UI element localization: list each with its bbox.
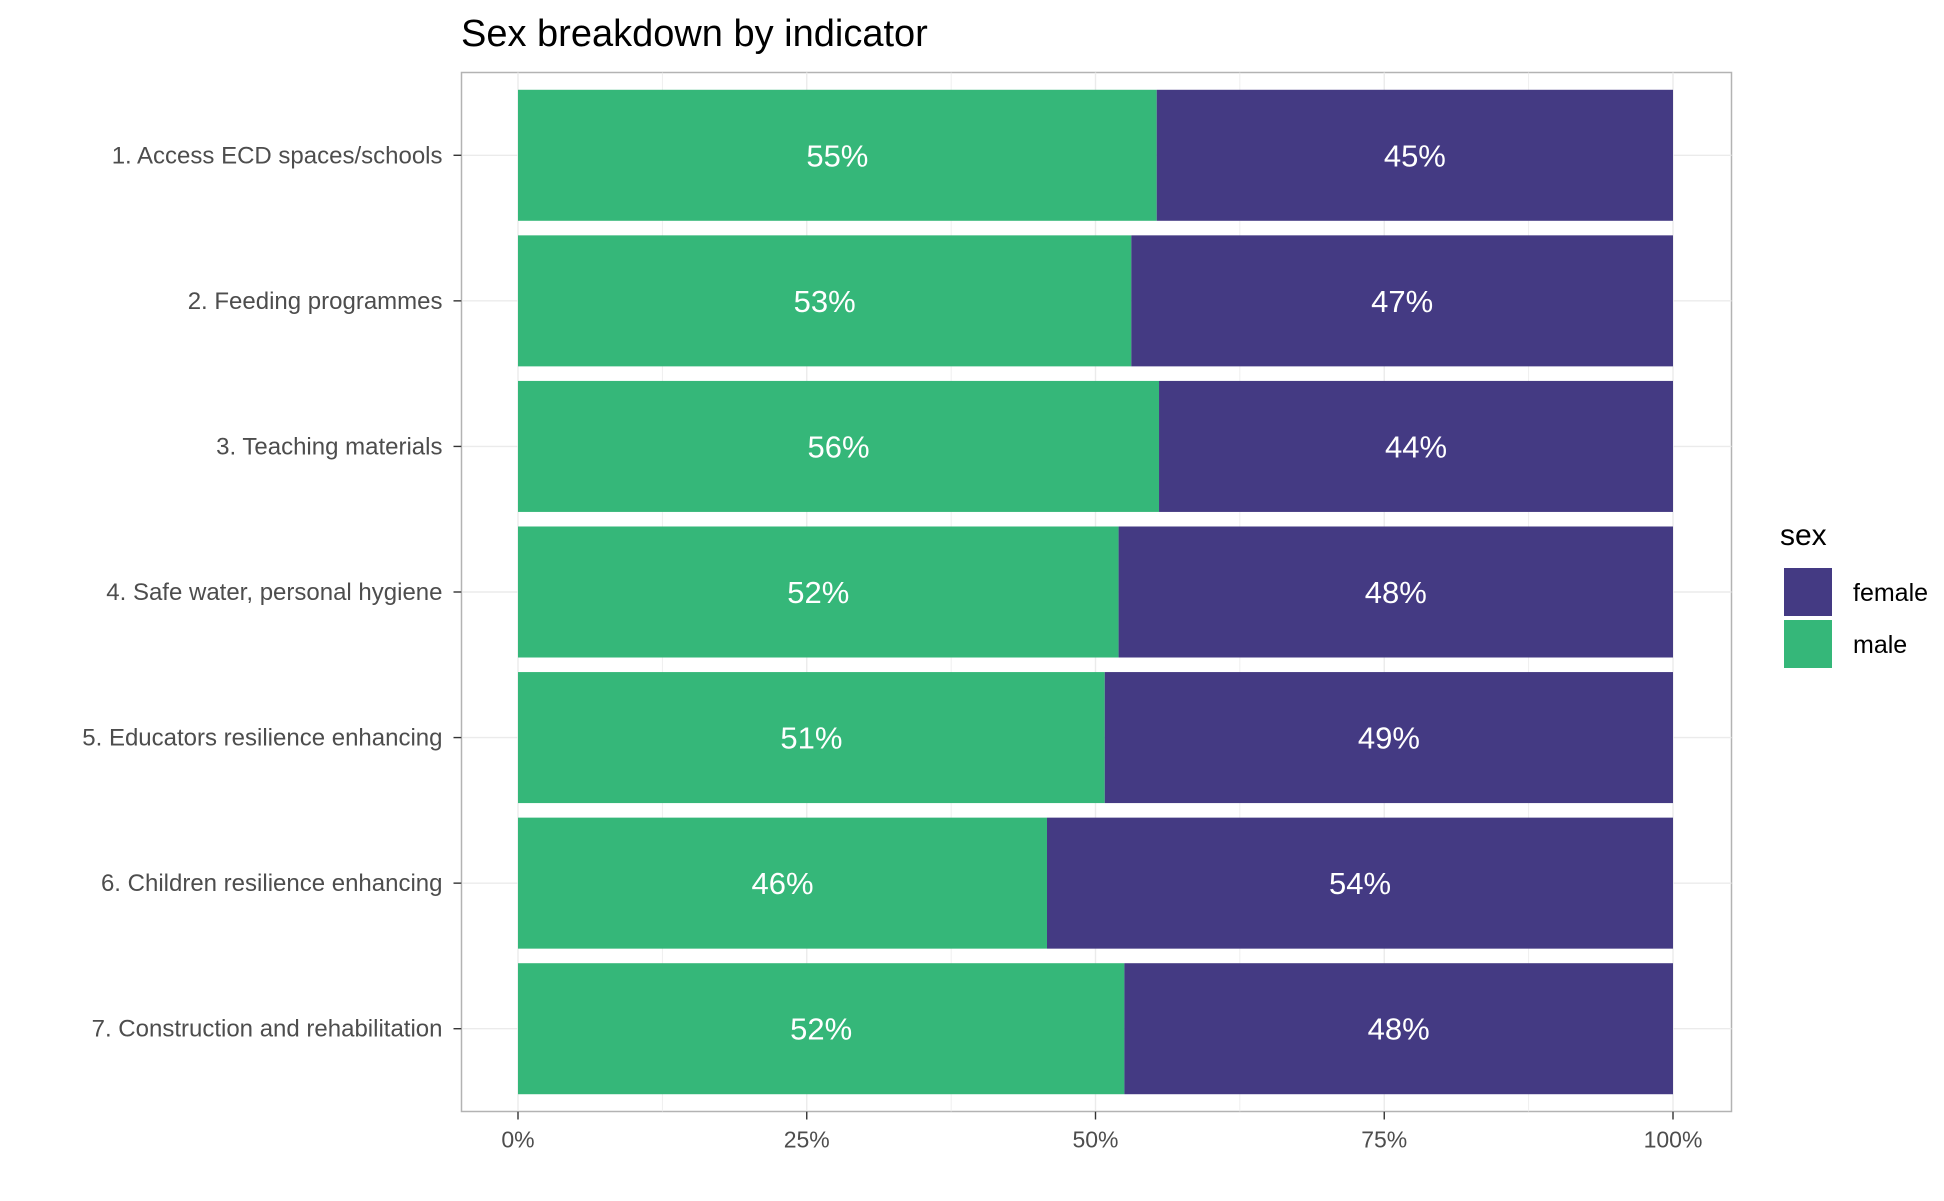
bar-male — [518, 380, 1160, 512]
y-tick-label: 6. Children resilience enhancing — [101, 870, 443, 897]
bar-value-label: 56% — [807, 429, 869, 464]
y-tick-label: 3. Teaching materials — [216, 433, 442, 460]
y-tick-label: 5. Educators resilience enhancing — [82, 725, 442, 752]
legend-label-female: female — [1853, 579, 1928, 607]
bar-value-label: 48% — [1365, 575, 1427, 610]
bar-value-label: 49% — [1358, 721, 1420, 756]
bar-value-label: 54% — [1329, 866, 1391, 901]
y-tick-label: 4. Safe water, personal hygiene — [106, 579, 442, 606]
bar-female — [1104, 672, 1673, 804]
legend-title: sex — [1780, 519, 1827, 552]
x-tick-label: 50% — [1072, 1127, 1118, 1153]
x-tick-label: 0% — [501, 1127, 534, 1153]
legend-label-male: male — [1853, 631, 1907, 659]
bar-female — [1046, 817, 1673, 949]
bar-value-label: 52% — [787, 575, 849, 610]
bar-value-label: 45% — [1384, 138, 1446, 173]
bar-value-label: 44% — [1385, 429, 1447, 464]
bar-female — [1118, 526, 1673, 658]
x-tick-label: 25% — [784, 1127, 830, 1153]
bar-female — [1131, 235, 1673, 367]
bar-value-label: 46% — [751, 866, 813, 901]
bar-value-label: 48% — [1368, 1012, 1430, 1047]
legend: sex female male — [1780, 519, 1928, 668]
bar-female — [1156, 89, 1673, 221]
legend-key-male — [1784, 620, 1832, 668]
bar-value-label: 51% — [780, 721, 842, 756]
bar-male — [518, 89, 1157, 221]
bar-female — [1124, 963, 1673, 1095]
bar-male — [518, 817, 1047, 949]
bar-value-label: 53% — [794, 284, 856, 319]
y-tick-label: 1. Access ECD spaces/schools — [112, 142, 443, 169]
x-tick-label: 100% — [1644, 1127, 1703, 1153]
y-tick-label: 7. Construction and rehabilitation — [92, 1016, 443, 1043]
y-tick-label: 2. Feeding programmes — [188, 288, 443, 315]
bars: 55% 45% 53% 47% 56% 44% 52% 48% 51% 49% 46% 54% 52% 4… — [518, 89, 1673, 1095]
y-axis: 1. Access ECD spaces/schools 2. Feeding p… — [82, 142, 462, 1043]
bar-male — [518, 963, 1125, 1095]
x-axis: 0% 25% 50% 75% 100% — [501, 1111, 1703, 1153]
bar-value-label: 52% — [790, 1012, 852, 1047]
bar-value-label: 47% — [1371, 284, 1433, 319]
bar-male — [518, 526, 1119, 658]
bar-value-label: 55% — [806, 138, 868, 173]
chart-title: Sex breakdown by indicator — [461, 13, 928, 55]
bar-male — [518, 672, 1105, 804]
x-tick-label: 75% — [1361, 1127, 1407, 1153]
bar-male — [518, 235, 1132, 367]
bar-female — [1159, 380, 1673, 512]
legend-key-female — [1784, 568, 1832, 616]
